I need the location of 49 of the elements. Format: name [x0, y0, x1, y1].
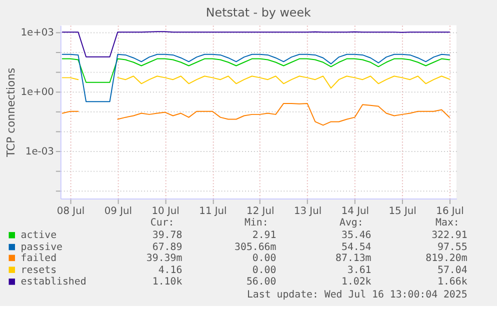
text: 819.20m [426, 252, 468, 264]
text: 39.78 [152, 230, 182, 242]
x-tick-label: 08 Jul [56, 206, 85, 217]
legend-label: passive [20, 242, 63, 254]
line-series [62, 31, 450, 58]
text: Last update: Wed Jul 16 13:00:04 2025 [246, 290, 468, 301]
text: 0.00 [252, 252, 276, 264]
text: 54.54 [341, 242, 372, 254]
text: Min: [244, 217, 268, 228]
text: 56.00 [246, 276, 276, 288]
x-tick-label: 16 Jul [436, 206, 464, 217]
x-tick-label: 11 Jul [199, 206, 227, 217]
x-tick-label: 14 Jul [341, 206, 370, 217]
x-tick-label: 15 Jul [388, 206, 416, 217]
text: Max: [436, 217, 460, 228]
text: 87.13m [336, 252, 372, 264]
text: 4.16 [158, 264, 182, 276]
text: 1.02k [341, 276, 372, 288]
x-tick-label: 12 Jul [246, 206, 274, 217]
text: 3.61 [347, 264, 372, 276]
x-tick-label: 09 Jul [104, 206, 132, 217]
text: 1.10k [152, 276, 182, 288]
text: 2.91 [252, 230, 276, 242]
legend-label: resets [20, 264, 57, 276]
text: 39.39m [146, 252, 182, 264]
x-tick-label: 10 Jul [152, 206, 180, 217]
line-series [117, 76, 450, 89]
y-axis-title: TCP connections [4, 67, 18, 158]
text: 35.46 [341, 230, 372, 242]
chart-title: Netstat - by week [206, 5, 312, 20]
legend-label: active [20, 230, 57, 242]
text: Cur: [150, 217, 174, 228]
text: 57.04 [438, 264, 468, 276]
x-tick-label: 13 Jul [294, 206, 322, 217]
legend-label: established [20, 276, 86, 288]
text: 67.89 [152, 242, 182, 254]
y-tick-label: 1e+00 [20, 87, 54, 98]
text: 0.00 [252, 264, 276, 276]
text: Avg: [340, 217, 364, 228]
text: 97.55 [438, 242, 468, 254]
y-tick-label: 1e+03 [20, 28, 54, 39]
line-series [117, 102, 450, 126]
y-tick-label: 1e-03 [25, 146, 54, 158]
legend-label: failed [20, 252, 57, 264]
line-series [62, 54, 450, 102]
line-series [62, 58, 450, 83]
text: 305.66m [234, 242, 276, 254]
text: 322.91 [432, 230, 468, 242]
text: 1.66k [438, 276, 468, 288]
